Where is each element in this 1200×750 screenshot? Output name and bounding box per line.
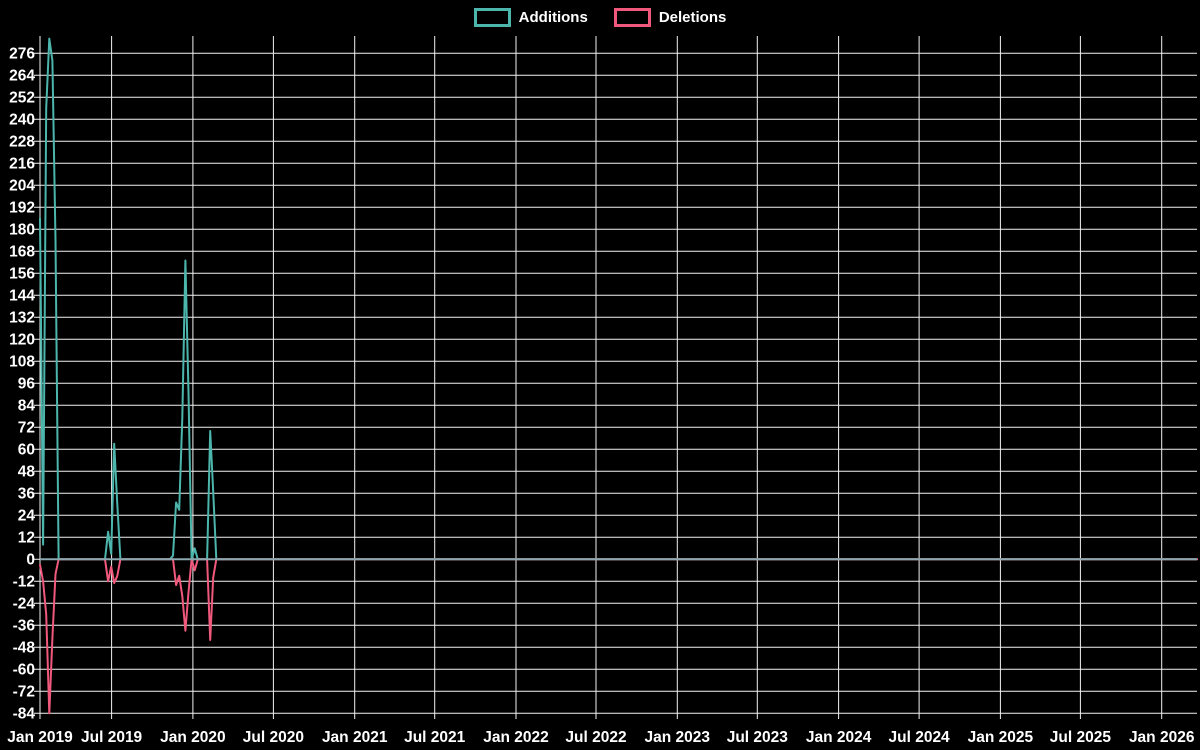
x-tick-label: Jan 2021	[322, 729, 388, 746]
x-tick-label: Jul 2019	[81, 729, 143, 746]
y-tick-label: 168	[9, 244, 35, 261]
deletions-line	[39, 558, 1199, 715]
y-tick-label: -12	[13, 574, 35, 591]
y-tick-label: 12	[18, 530, 35, 547]
y-tick-label: 36	[18, 486, 36, 503]
y-tick-label: -72	[13, 684, 35, 701]
y-tick-label: 108	[9, 354, 35, 371]
x-tick-label: Jul 2022	[565, 729, 626, 746]
legend-item-deletions[interactable]: Deletions	[613, 8, 727, 27]
y-tick-label: 156	[9, 266, 35, 283]
y-tick-label: 72	[18, 420, 35, 437]
y-tick-label: 132	[9, 310, 35, 327]
x-axis-labels: Jan 2019 Jul 2019 Jan 2020 Jul 2020 Jan 2021…	[7, 729, 1195, 746]
y-tick-label: 48	[18, 464, 36, 481]
y-gridlines	[34, 52, 1197, 714]
y-tick-label: 240	[9, 112, 35, 129]
x-tick-label: Jul 2020	[243, 729, 304, 746]
y-tick-label: 0	[26, 552, 35, 569]
y-tick-label: 144	[9, 288, 35, 305]
legend-label-deletions: Deletions	[658, 8, 727, 26]
y-tick-label: 216	[9, 156, 35, 173]
x-gridlines	[39, 36, 1163, 719]
y-tick-label: 252	[9, 90, 35, 107]
y-tick-label: 84	[18, 398, 36, 415]
legend-swatch-additions-icon	[473, 8, 511, 27]
y-tick-label: -36	[13, 618, 36, 635]
y-axis-labels: 2762642522402282162041921801681561441321…	[9, 46, 35, 723]
y-tick-label: 204	[9, 178, 35, 195]
y-tick-label: -48	[13, 640, 36, 657]
x-tick-label: Jan 2019	[7, 729, 73, 746]
y-tick-label: 96	[18, 376, 36, 393]
x-tick-label: Jan 2025	[968, 729, 1034, 746]
x-tick-label: Jul 2023	[727, 729, 789, 746]
x-tick-label: Jul 2021	[404, 729, 466, 746]
x-tick-label: Jan 2024	[806, 729, 872, 746]
y-tick-label: 276	[9, 46, 35, 63]
y-tick-label: 264	[9, 68, 35, 85]
x-tick-label: Jan 2022	[483, 729, 549, 746]
y-tick-label: 120	[9, 332, 35, 349]
legend-swatch-deletions-icon	[613, 8, 651, 27]
additions-line	[39, 37, 1199, 561]
y-tick-label: 228	[9, 134, 35, 151]
y-tick-label: 24	[18, 508, 36, 525]
x-tick-label: Jul 2024	[889, 729, 951, 746]
y-tick-label: 192	[9, 200, 35, 217]
y-tick-label: -24	[13, 596, 36, 613]
x-tick-label: Jan 2026	[1129, 729, 1195, 746]
y-tick-label: -84	[13, 706, 36, 723]
legend-item-additions[interactable]: Additions	[473, 8, 588, 27]
x-tick-label: Jan 2023	[645, 729, 711, 746]
y-tick-label: 180	[9, 222, 35, 239]
y-tick-label: -60	[13, 662, 35, 679]
y-tick-label: 60	[18, 442, 35, 459]
legend-label-additions: Additions	[518, 8, 588, 26]
chart-legend: Additions Deletions	[0, 8, 1200, 27]
x-tick-label: Jul 2025	[1050, 729, 1112, 746]
x-tick-label: Jan 2020	[160, 729, 226, 746]
